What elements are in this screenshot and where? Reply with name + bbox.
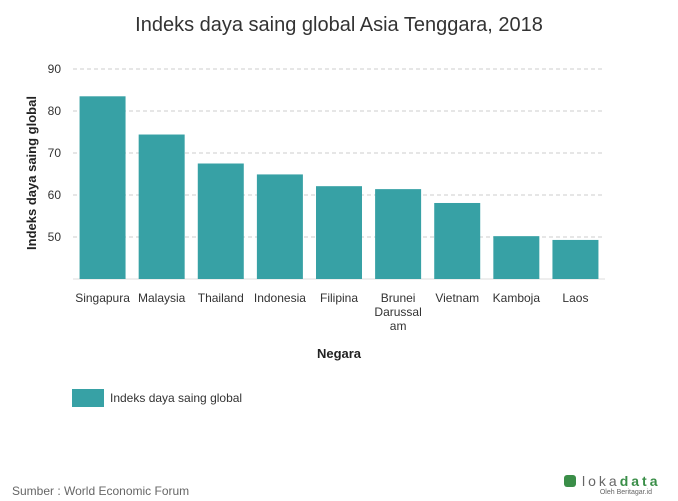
bar-indonesia[interactable] <box>256 174 303 279</box>
legend-label: Indeks daya saing global <box>110 391 243 405</box>
bars <box>79 96 599 280</box>
x-tick-label: Kamboja <box>493 291 541 305</box>
y-tick-label: 80 <box>48 104 62 118</box>
bar-thailand[interactable] <box>197 163 244 280</box>
logo-subtext: Oleh Beritagar.id <box>599 489 652 496</box>
logo-text: lokadata <box>582 473 661 489</box>
x-tick-label: Brunei Darussal am <box>374 291 421 333</box>
bar-singapura[interactable] <box>79 96 126 279</box>
source-note: Sumber : World Economic Forum <box>12 484 190 498</box>
legend[interactable]: Indeks daya saing global <box>72 389 242 407</box>
bar-brunei-darussalam[interactable] <box>375 189 422 279</box>
x-axis-title: Negara <box>317 346 362 361</box>
y-tick-label: 90 <box>48 62 62 76</box>
y-tick-label: 50 <box>48 230 62 244</box>
bar-laos[interactable] <box>552 239 599 279</box>
x-tick-label: Singapura <box>75 291 130 305</box>
lokadata-logo-icon <box>564 475 576 487</box>
legend-swatch <box>72 389 104 407</box>
y-tick-label: 70 <box>48 146 62 160</box>
y-axis-ticks: 50 60 70 80 90 <box>48 62 62 244</box>
y-tick-label: 60 <box>48 188 62 202</box>
x-tick-label: Filipina <box>320 291 358 305</box>
y-axis-title: Indeks daya saing global <box>24 96 39 250</box>
lokadata-logo: lokadata Oleh Beritagar.id <box>564 473 664 496</box>
bar-kamboja[interactable] <box>493 236 540 279</box>
x-axis-ticks: Singapura Malaysia Thailand Indonesia Filipi… <box>75 291 588 333</box>
x-tick-label: Thailand <box>198 291 244 305</box>
bar-malaysia[interactable] <box>138 134 185 279</box>
chart-title: Indeks daya saing global Asia Tenggara, … <box>135 14 543 36</box>
x-tick-label: Laos <box>562 291 588 305</box>
bar-filipina[interactable] <box>316 186 362 279</box>
x-tick-label: Vietnam <box>435 291 479 305</box>
x-tick-label: Malaysia <box>138 291 186 305</box>
bar-vietnam[interactable] <box>434 202 481 279</box>
x-tick-label: Indonesia <box>254 291 306 305</box>
